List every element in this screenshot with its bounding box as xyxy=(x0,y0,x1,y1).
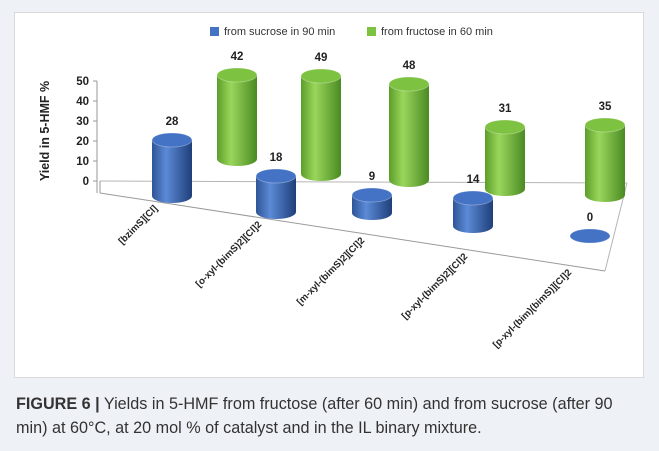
cylinder-1-0-top xyxy=(216,67,258,83)
legend-swatch-1 xyxy=(367,27,376,36)
value-label-0-2: 9 xyxy=(369,171,375,183)
cylinder-0-1-body xyxy=(256,176,296,219)
y-tick-label-1: 10 xyxy=(76,156,89,168)
cylinder-1-1-top xyxy=(300,68,342,84)
y-tick-label-4: 40 xyxy=(76,96,89,108)
category-label-0: [bzimS][Cl] xyxy=(117,203,161,247)
y-tick-label-2: 20 xyxy=(76,136,89,148)
value-label-0-1: 18 xyxy=(270,152,283,164)
cylinder-0-1-top xyxy=(255,168,297,184)
y-tick-label-5: 50 xyxy=(76,76,89,88)
cylinder-0-3-top xyxy=(452,190,494,206)
y-tick-label-3: 30 xyxy=(76,116,89,128)
value-label-1-2: 48 xyxy=(403,60,416,72)
legend-swatch-0 xyxy=(210,27,219,36)
legend-label-1: from fructose in 60 min xyxy=(381,26,493,38)
value-label-0-4: 0 xyxy=(587,212,593,224)
cylinder-1-4-body xyxy=(585,125,625,202)
value-label-0-3: 14 xyxy=(467,174,480,186)
cylinder-0-3-body xyxy=(453,198,493,233)
caption-text: Yields in 5-HMF from fructose (after 60 … xyxy=(16,395,613,437)
value-label-1-1: 49 xyxy=(315,52,328,64)
legend: from sucrose in 90 min from fructose in 6… xyxy=(210,26,493,38)
floor-front-edge xyxy=(99,192,606,272)
category-label-4: [p-xyl-(bim)(bimS)][Cl]2 xyxy=(491,267,574,350)
category-label-2: [m-xyl-(bimS)2][Cl]2 xyxy=(295,235,367,307)
chart-svg: from sucrose in 90 min from fructose in 6… xyxy=(38,26,628,350)
cylinder-1-3-top xyxy=(484,119,526,135)
bars: 42 49 48 31 35 28 18 9 14 0 xyxy=(151,51,626,244)
chart-area: from sucrose in 90 min from fructose in 6… xyxy=(14,12,644,378)
cylinder-0-0-body xyxy=(152,140,192,203)
cylinder-1-4-top xyxy=(584,117,626,133)
value-label-0-0: 28 xyxy=(166,116,179,128)
cylinder-1-2-body xyxy=(389,84,429,187)
value-label-1-0: 42 xyxy=(231,51,244,63)
figure-caption: FIGURE 6 | Yields in 5-HMF from fructose… xyxy=(16,392,646,440)
cylinder-1-0-body xyxy=(217,75,257,166)
cylinder-0-2-top xyxy=(351,187,393,203)
y-tick-label-0: 0 xyxy=(83,176,89,188)
category-label-3: [p-xyl-(bimS)2][Cl]2 xyxy=(400,251,470,321)
cylinder-0-4-top xyxy=(569,228,611,244)
cylinder-1-2-top xyxy=(388,76,430,92)
cylinder-1-1-body xyxy=(301,76,341,181)
legend-label-0: from sucrose in 90 min xyxy=(224,26,335,38)
y-axis-title: Yield in 5-HMF % xyxy=(38,81,52,181)
cylinder-1-3-body xyxy=(485,127,525,196)
caption-label: FIGURE 6 | xyxy=(16,395,100,413)
category-label-1: [o-xyl-(bimS)2][Cl]2 xyxy=(194,219,264,289)
cylinder-0-0-top xyxy=(151,132,193,148)
cylinder-0-2-body xyxy=(352,195,392,220)
value-label-1-4: 35 xyxy=(599,101,612,113)
value-label-1-3: 31 xyxy=(499,103,512,115)
